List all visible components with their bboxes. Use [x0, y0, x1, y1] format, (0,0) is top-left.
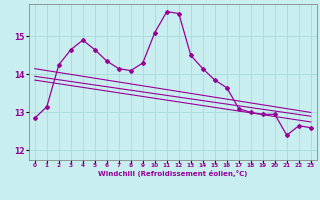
X-axis label: Windchill (Refroidissement éolien,°C): Windchill (Refroidissement éolien,°C)	[98, 170, 247, 177]
